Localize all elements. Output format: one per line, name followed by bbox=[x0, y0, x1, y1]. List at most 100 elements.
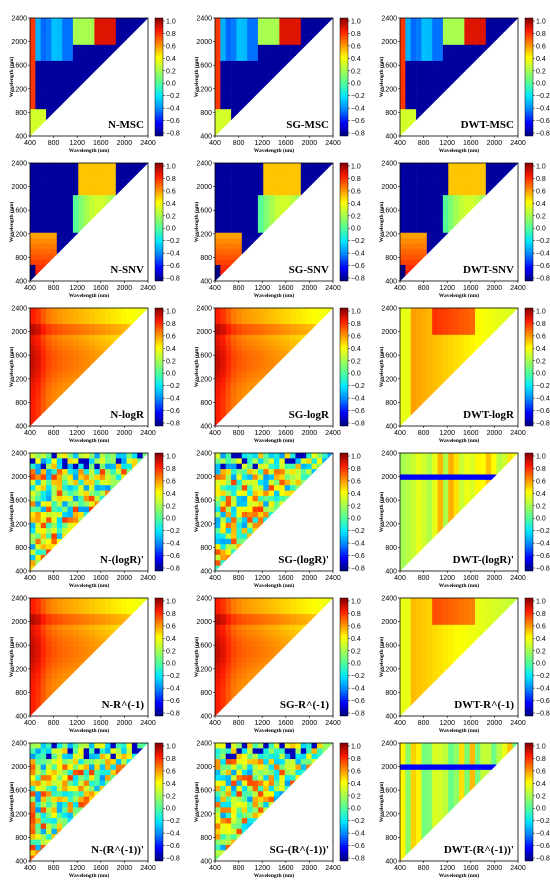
heatmap-cell bbox=[443, 190, 449, 196]
heatmap-cell bbox=[411, 115, 417, 121]
heatmap-cell bbox=[215, 523, 221, 529]
heatmap-cell bbox=[100, 748, 106, 754]
heatmap-cell bbox=[253, 168, 259, 174]
heatmap-cell bbox=[258, 657, 264, 663]
heatmap-cell bbox=[405, 689, 411, 695]
heatmap-cell bbox=[464, 324, 470, 330]
heatmap-cell bbox=[312, 603, 318, 609]
heatmap-cell bbox=[416, 630, 422, 636]
heatmap-cell bbox=[94, 764, 100, 770]
heatmap-cell bbox=[78, 743, 84, 749]
heatmap-cell bbox=[231, 168, 237, 174]
heatmap-cell bbox=[35, 260, 41, 266]
heatmap-cell bbox=[247, 179, 253, 185]
heatmap-cell bbox=[121, 308, 127, 314]
x-tick-label: 1600 bbox=[278, 720, 294, 727]
heatmap-cell bbox=[416, 243, 422, 249]
heatmap-cell bbox=[89, 45, 95, 51]
heatmap-cell bbox=[226, 695, 232, 701]
heatmap-cell bbox=[78, 45, 84, 51]
heatmap-cell bbox=[35, 480, 41, 486]
heatmap-cell bbox=[443, 501, 449, 507]
heatmap-cell bbox=[51, 684, 57, 690]
heatmap-cell bbox=[51, 335, 57, 341]
y-tick-label: 400 bbox=[15, 134, 27, 141]
heatmap-cell bbox=[464, 335, 470, 341]
heatmap-cell bbox=[242, 372, 248, 378]
heatmap-cell bbox=[73, 501, 79, 507]
heatmap-cell bbox=[220, 630, 226, 636]
heatmap-cell bbox=[46, 453, 52, 459]
heatmap-cell bbox=[322, 18, 328, 24]
heatmap-cell bbox=[432, 491, 438, 497]
heatmap-cell bbox=[226, 598, 232, 604]
heatmap-cell bbox=[491, 469, 497, 475]
heatmap-cell bbox=[411, 201, 417, 207]
heatmap-cell bbox=[46, 614, 52, 620]
x-axis-label: Wavelength (nm) bbox=[69, 437, 110, 444]
heatmap-cell bbox=[486, 335, 492, 341]
heatmap-cell bbox=[263, 29, 269, 35]
heatmap-cell bbox=[236, 211, 242, 217]
heatmap-cell bbox=[73, 614, 79, 620]
heatmap-cell bbox=[73, 378, 79, 384]
heatmap-cell bbox=[443, 168, 449, 174]
heatmap-cell bbox=[464, 453, 470, 459]
heatmap-cell bbox=[226, 673, 232, 679]
heatmap-cell bbox=[35, 555, 41, 561]
colorbar-tick-label: 1.0 bbox=[536, 164, 546, 171]
heatmap-cell bbox=[57, 802, 63, 808]
heatmap-cell bbox=[405, 238, 411, 244]
heatmap-cell bbox=[427, 614, 433, 620]
heatmap-cell bbox=[416, 93, 422, 99]
colorbar-tick-label: −0.6 bbox=[166, 553, 180, 560]
heatmap-cell bbox=[507, 313, 513, 319]
colorbar-tick-label: −0.8 bbox=[166, 566, 180, 573]
heatmap-cell bbox=[41, 98, 47, 104]
heatmap-cell bbox=[502, 464, 508, 470]
heatmap-cell bbox=[30, 206, 36, 212]
heatmap-cell bbox=[78, 56, 84, 62]
heatmap-cell bbox=[41, 786, 47, 792]
y-tick-label: 2400 bbox=[11, 596, 27, 603]
heatmap-cell bbox=[269, 641, 275, 647]
heatmap-cell bbox=[73, 775, 79, 781]
heatmap-cell bbox=[46, 501, 52, 507]
heatmap-cell bbox=[62, 764, 68, 770]
heatmap-cell bbox=[242, 249, 248, 255]
heatmap-cell bbox=[110, 464, 116, 470]
heatmap-cell bbox=[220, 329, 226, 335]
heatmap-cell bbox=[421, 689, 427, 695]
heatmap-cell bbox=[427, 496, 433, 502]
heatmap-cell bbox=[226, 684, 232, 690]
heatmap-cell bbox=[475, 56, 481, 62]
heatmap-cell bbox=[491, 329, 497, 335]
heatmap-cell bbox=[41, 45, 47, 51]
heatmap-cell bbox=[231, 469, 237, 475]
heatmap-cell bbox=[312, 163, 318, 169]
heatmap-cell bbox=[448, 77, 454, 83]
heatmap-cell bbox=[507, 23, 513, 29]
heatmap-cell bbox=[30, 802, 36, 808]
heatmap-cell bbox=[100, 453, 106, 459]
heatmap-cell bbox=[73, 770, 79, 776]
heatmap-cell bbox=[30, 641, 36, 647]
heatmap-cell bbox=[247, 609, 253, 615]
heatmap-cell bbox=[269, 66, 275, 72]
heatmap-cell bbox=[62, 50, 68, 56]
heatmap-cell bbox=[247, 351, 253, 357]
x-tick-label: 2000 bbox=[302, 720, 318, 727]
heatmap-cell bbox=[400, 405, 406, 411]
heatmap-cell bbox=[132, 29, 138, 35]
heatmap-cell bbox=[68, 222, 74, 228]
heatmap-cell bbox=[411, 619, 417, 625]
heatmap-cell bbox=[35, 662, 41, 668]
heatmap-cell bbox=[258, 77, 264, 83]
heatmap-cell bbox=[295, 34, 301, 40]
panel-title: N-R^(-1) bbox=[102, 699, 145, 711]
heatmap-cell bbox=[432, 98, 438, 104]
heatmap-cell bbox=[231, 211, 237, 217]
heatmap-cell bbox=[405, 39, 411, 45]
